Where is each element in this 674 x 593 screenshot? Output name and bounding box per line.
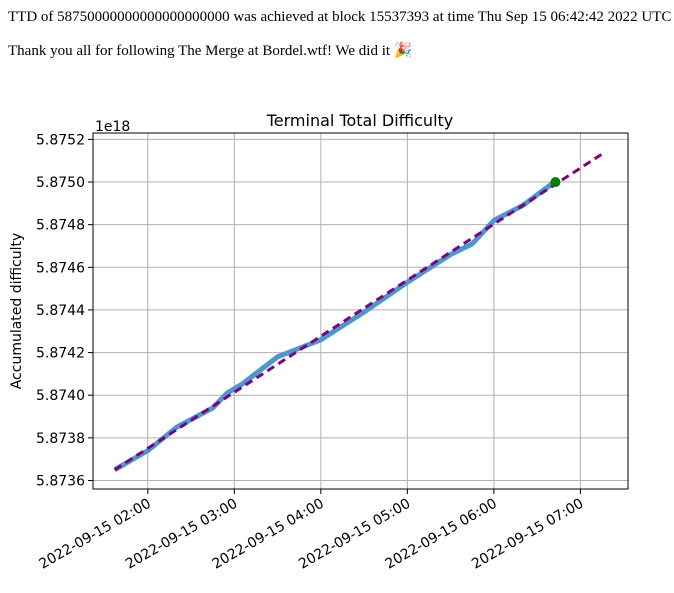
projection-line: [113, 150, 606, 472]
y-tick-label: 5.8750: [36, 175, 85, 191]
thanks-line: Thank you all for following The Merge at…: [8, 41, 412, 59]
y-tick-label: 5.8752: [36, 132, 85, 148]
y-tick-label: 5.8740: [36, 388, 85, 404]
y-tick-label: 5.8748: [36, 218, 85, 234]
y-tick-label: 5.8746: [36, 260, 85, 276]
y-tick-label: 5.8742: [36, 346, 85, 362]
y-tick-label: 5.8736: [36, 473, 85, 489]
end-point: [550, 177, 561, 188]
y-axis-label: Accumulated difficulty: [9, 233, 25, 390]
status-line: TTD of 58750000000000000000000 was achie…: [8, 9, 671, 25]
y-tick-label: 5.8744: [36, 303, 85, 319]
plot-frame: [92, 132, 629, 490]
y-offset-label: 1e18: [95, 119, 130, 135]
y-tick-label: 5.8738: [36, 431, 85, 447]
chart-title: Terminal Total Difficulty: [266, 111, 454, 130]
